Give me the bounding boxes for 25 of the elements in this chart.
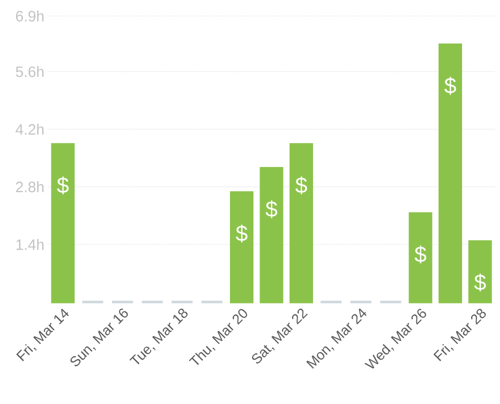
bar (260, 167, 284, 304)
data-label: $ (295, 176, 308, 194)
x-tick-label: Tue, Mar 18 (129, 308, 188, 364)
y-tick-label: 6.9h (16, 10, 44, 22)
y-tick-label: 2.8h (16, 181, 44, 192)
x-tick-label: Thu, Mar 20 (188, 309, 248, 365)
data-label: $ (444, 76, 456, 95)
bar (51, 143, 75, 304)
y-tick-label: 5.6h (16, 66, 44, 78)
bar (230, 191, 254, 304)
data-label: $ (474, 274, 486, 292)
bar (290, 143, 314, 304)
x-tick-label: Fri, Mar 28 (433, 308, 486, 362)
y-tick-label: 4.2h (16, 124, 44, 135)
data-label: $ (414, 246, 426, 264)
bar (468, 240, 492, 304)
x-tick-label: Fri, Mar 14 (16, 308, 69, 362)
data-label: $ (57, 176, 69, 194)
x-tick-label: Sun, Mar 16 (70, 308, 128, 366)
data-label: $ (236, 224, 248, 242)
y-tick-label: 1.4h (16, 238, 44, 250)
bar (438, 44, 462, 304)
bar (408, 212, 432, 304)
x-tick-label: Sat, Mar 22 (252, 308, 308, 364)
data-label: $ (266, 200, 278, 218)
